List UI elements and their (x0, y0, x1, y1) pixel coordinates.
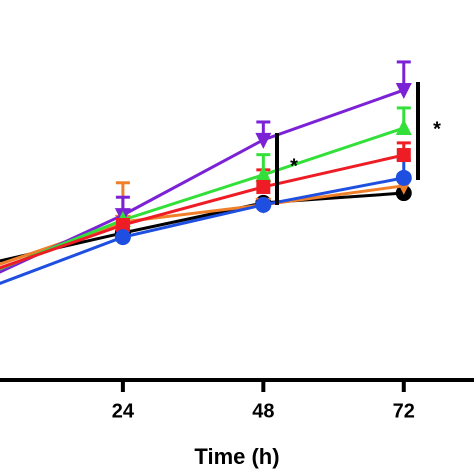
plot-area (0, 60, 412, 285)
marker (114, 229, 131, 246)
marker (395, 83, 412, 100)
marker (395, 119, 412, 136)
marker (256, 179, 271, 194)
annotation: * (433, 118, 441, 140)
x-tick-label: 24 (112, 400, 135, 422)
marker (115, 217, 130, 232)
x-tick-label: 72 (393, 400, 415, 422)
series-line (0, 176, 405, 285)
marker (255, 132, 272, 149)
marker (255, 165, 272, 182)
x-tick-label: 48 (252, 400, 274, 422)
series-line (0, 126, 405, 271)
marker (396, 148, 411, 163)
series-line (0, 153, 405, 270)
x-axis-label: Time (h) (194, 444, 279, 469)
marker (395, 169, 412, 186)
annotation: * (290, 155, 298, 177)
marker (255, 196, 272, 213)
series-line (0, 88, 405, 274)
